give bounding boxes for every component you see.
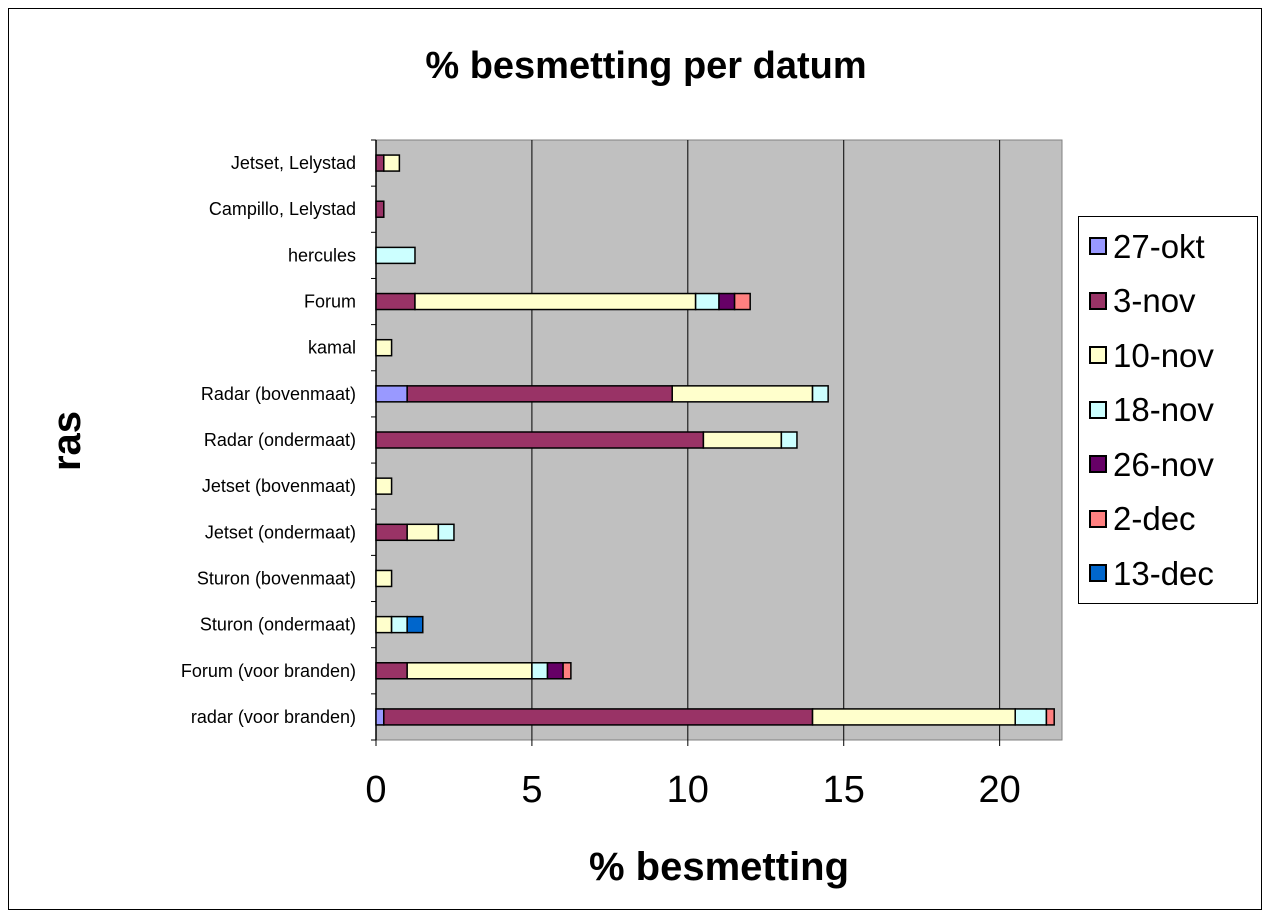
y-tick-label: Forum [304, 292, 356, 312]
bar-segment-10-nov [406, 523, 440, 542]
bar-segment-2-dec [733, 292, 751, 311]
bar-segment-27-okt [375, 708, 385, 726]
y-tick-label: Jetset (bovenmaat) [202, 476, 356, 496]
bar-segment-26-nov [546, 662, 564, 680]
bar-segment-10-nov [375, 569, 393, 588]
x-tick-label: 15 [823, 769, 865, 811]
legend-label: 18-nov [1113, 391, 1214, 429]
bar-segment-3-nov [375, 523, 408, 542]
bar-segment-10-nov [375, 477, 393, 495]
y-tick-label: Radar (ondermaat) [204, 430, 356, 450]
bar-segment-18-nov [780, 431, 798, 449]
bar-segment-10-nov [671, 385, 814, 403]
chart-legend: 27-okt 3-nov 10-nov 18-nov 26-nov 2-dec 13-dec [1078, 216, 1258, 604]
bar-segment-18-nov [375, 246, 416, 265]
legend-swatch [1089, 400, 1107, 419]
y-tick-label: Sturon (ondermaat) [200, 615, 356, 635]
bar-segment-18-nov [390, 615, 408, 634]
y-axis-title: ras [45, 411, 89, 471]
bar-segment-3-nov [383, 708, 814, 726]
x-tick-label: 0 [365, 769, 386, 811]
y-tick-label: Campillo, Lelystad [209, 199, 356, 219]
bar-segment-10-nov [375, 338, 393, 357]
bar-segment-26-nov [718, 292, 736, 311]
bar-segment-13-dec [406, 615, 424, 634]
y-tick-label: Jetset (ondermaat) [205, 522, 356, 542]
bar-segment-18-nov [811, 385, 829, 403]
bar-segment-18-nov [1014, 708, 1048, 726]
bar-segment-3-nov [406, 385, 673, 403]
y-tick-label: kamal [308, 338, 356, 358]
bar-segment-3-nov [375, 292, 416, 311]
y-tick-label: radar (voor branden) [191, 707, 356, 727]
bar-segment-18-nov [531, 662, 549, 680]
bar-segment-18-nov [694, 292, 720, 311]
bar-segment-10-nov [383, 154, 401, 172]
chart-title: % besmetting per datum [425, 45, 866, 87]
bar-segment-3-nov [375, 154, 385, 172]
legend-swatch [1089, 237, 1107, 256]
legend-item: 13-dec [1089, 546, 1257, 601]
legend-label: 2-dec [1113, 500, 1196, 538]
legend-label: 3-nov [1113, 282, 1196, 320]
y-tick-label: Forum (voor branden) [181, 661, 356, 681]
legend-item: 18-nov [1089, 383, 1257, 438]
bar-segment-3-nov [375, 200, 385, 218]
legend-swatch [1089, 346, 1107, 365]
bar-segment-10-nov [414, 292, 697, 311]
bar-segment-3-nov [375, 431, 705, 449]
x-axis-title: % besmetting [589, 845, 849, 889]
x-tick-label: 5 [521, 769, 542, 811]
legend-swatch [1089, 564, 1107, 583]
bar-segment-10-nov [406, 662, 533, 680]
legend-label: 26-nov [1113, 445, 1214, 483]
bar-segment-10-nov [702, 431, 783, 449]
bar-segment-2-dec [1045, 708, 1055, 726]
bar-segment-10-nov [375, 615, 393, 634]
legend-item: 10-nov [1089, 328, 1257, 383]
bar-segment-18-nov [437, 523, 455, 542]
bar-segment-10-nov [811, 708, 1016, 726]
y-tick-label: Jetset, Lelystad [231, 153, 356, 173]
x-tick-label: 20 [978, 769, 1020, 811]
legend-item: 27-okt [1089, 219, 1257, 274]
legend-item: 3-nov [1089, 274, 1257, 329]
bar-segment-2-dec [562, 662, 572, 680]
x-tick-label: 10 [667, 769, 709, 811]
legend-swatch [1089, 509, 1107, 528]
legend-swatch [1089, 455, 1107, 474]
legend-label: 27-okt [1113, 227, 1205, 265]
legend-label: 10-nov [1113, 336, 1214, 374]
y-tick-label: hercules [288, 245, 356, 265]
legend-item: 26-nov [1089, 437, 1257, 492]
legend-item: 2-dec [1089, 492, 1257, 547]
y-tick-label: Sturon (bovenmaat) [197, 568, 356, 588]
legend-swatch [1089, 291, 1107, 310]
bar-segment-27-okt [375, 385, 408, 403]
y-tick-label: Radar (bovenmaat) [201, 384, 356, 404]
legend-label: 13-dec [1113, 554, 1214, 592]
bar-segment-3-nov [375, 662, 408, 680]
